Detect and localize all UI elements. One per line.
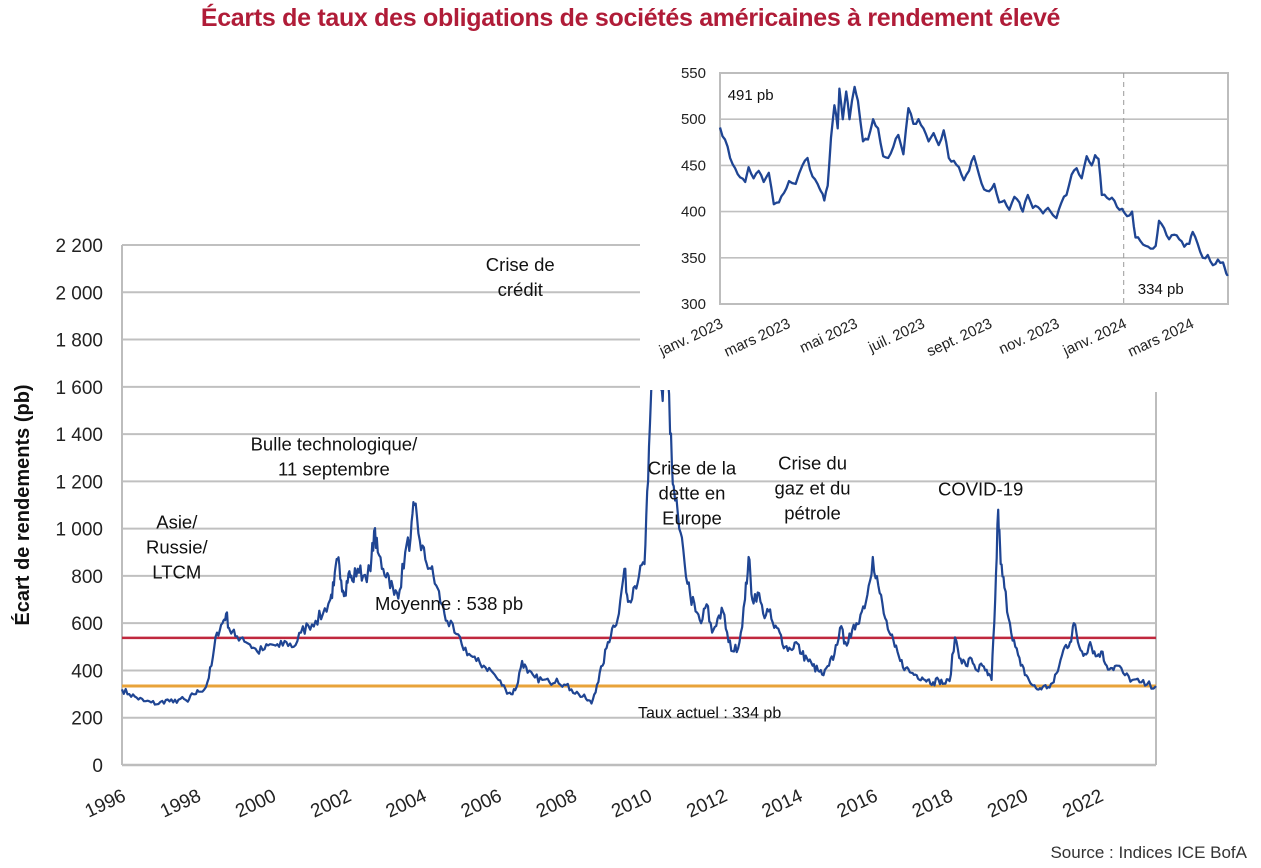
- annotation-line: pétrole: [784, 503, 841, 524]
- inset-end-value-label: 334 pb: [1138, 281, 1184, 298]
- annotation-line: Crise de: [486, 254, 555, 275]
- annotation-line: Russie/: [146, 537, 209, 558]
- inset-y-tick-label: 350: [681, 250, 706, 267]
- x-tick-label: 2010: [608, 785, 655, 822]
- main-annotations: Asie/Russie/LTCM Bulle technologique/11 s…: [146, 254, 1023, 583]
- annotation-line: Crise de la: [648, 457, 737, 478]
- annotation-line: LTCM: [152, 562, 201, 583]
- y-tick-label: 400: [71, 661, 103, 682]
- y-tick-label: 200: [71, 709, 103, 730]
- annotation-line: Bulle technologique/: [251, 434, 418, 455]
- annotation-line: Crise du: [778, 453, 847, 474]
- source-note: Source : Indices ICE BofA: [1050, 843, 1247, 862]
- event-annotation: Crise de la dette en Europe: [648, 457, 737, 528]
- annotation-line: gaz et du: [774, 478, 850, 499]
- x-tick-label: 2012: [684, 785, 731, 822]
- inset-series: [718, 85, 1229, 277]
- main-gridlines: [122, 244, 1156, 719]
- y-tick-label: 600: [71, 614, 103, 635]
- x-tick-label: 2004: [383, 785, 431, 822]
- inset-panel: [640, 60, 1240, 390]
- inset-gridlines: [719, 72, 1229, 305]
- inset-y-tick-label: 400: [681, 204, 706, 221]
- y-tick-label: 800: [71, 567, 103, 588]
- event-annotation: Crise de crédit: [486, 254, 555, 300]
- y-tick-label: 1 200: [55, 472, 103, 493]
- x-tick-label: 2022: [1060, 785, 1107, 822]
- main-reference-lines: [122, 636, 1156, 688]
- x-tick-label: 2000: [232, 785, 279, 822]
- inset-frame: [719, 72, 1229, 305]
- main-y-tick-labels: 0 200 400 600 800 1 000 1 200 1 400 1 600 1 800 2 …: [55, 236, 103, 777]
- inset-y-tick-label: 550: [681, 65, 706, 82]
- x-tick-label: 2014: [759, 785, 807, 822]
- x-tick-label: 2018: [909, 785, 956, 822]
- inset-start-value-label: 491 pb: [728, 87, 774, 104]
- x-tick-label: 2020: [984, 785, 1031, 822]
- annotation-line: dette en: [659, 482, 726, 503]
- y-tick-label: 1 800: [55, 331, 103, 352]
- x-tick-label: 2002: [308, 785, 355, 822]
- annotation-line: crédit: [498, 279, 543, 300]
- average-line-label: Moyenne : 538 pb: [375, 593, 523, 614]
- x-tick-label: 2008: [533, 785, 580, 822]
- chart-title: Écarts de taux des obligations de sociét…: [200, 4, 1061, 32]
- x-tick-label: 2016: [834, 785, 881, 822]
- inset-y-tick-label: 450: [681, 157, 706, 174]
- event-annotation: Asie/Russie/LTCM: [146, 512, 209, 583]
- inset-y-tick-label: 300: [681, 296, 706, 313]
- y-tick-label: 2 000: [55, 283, 103, 304]
- y-tick-label: 2 200: [55, 236, 103, 257]
- y-tick-label: 1 600: [55, 378, 103, 399]
- annotation-line: Europe: [662, 507, 722, 528]
- inset-y-tick-label: 500: [681, 111, 706, 128]
- y-axis-label: Écart de rendements (pb): [11, 384, 34, 625]
- y-tick-label: 1 400: [55, 425, 103, 446]
- event-annotation: Crise du gaz et du pétrole: [774, 453, 850, 524]
- x-tick-label: 2006: [458, 785, 505, 822]
- y-tick-label: 1 000: [55, 520, 103, 541]
- current-rate-label: Taux actuel : 334 pb: [638, 705, 781, 722]
- inset-series-line: [718, 85, 1229, 277]
- event-annotation: Bulle technologique/11 septembre: [251, 434, 418, 480]
- main-x-tick-labels: 1996 1998 2000 2002 2004 2006 2008 2010 2012 2014…: [82, 785, 1107, 822]
- event-annotation: COVID-19: [938, 479, 1023, 500]
- x-tick-label: 1998: [157, 785, 204, 822]
- y-tick-label: 0: [92, 756, 103, 777]
- inset-background: [640, 60, 1240, 390]
- annotation-line: COVID-19: [938, 479, 1023, 500]
- inset-y-tick-labels: 300 350 400 450 500 550: [681, 65, 706, 313]
- main-plot-frame: [121, 245, 1157, 767]
- annotation-line: Asie/: [156, 512, 198, 533]
- annotation-line: 11 septembre: [278, 459, 390, 480]
- x-tick-label: 1996: [82, 785, 129, 822]
